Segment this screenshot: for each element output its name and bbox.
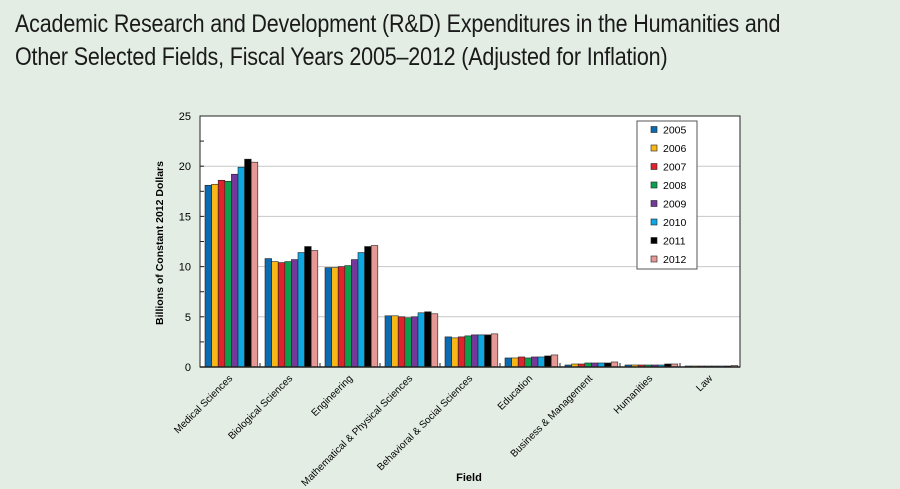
legend-swatch-2009 — [650, 200, 658, 207]
x-tick-label: Behavioral & Social Sciences — [375, 373, 475, 473]
x-tick-label: Humanities — [612, 373, 655, 416]
bar-2007-5 — [517, 356, 526, 368]
bar-2010-0 — [237, 166, 245, 368]
bar-2011-2 — [364, 246, 372, 368]
bar-2005-2 — [324, 267, 332, 368]
legend-label-2012: 2012 — [663, 254, 687, 266]
bar-2005-3 — [384, 315, 392, 368]
bar-2012-1 — [310, 250, 319, 368]
x-tick-label: Mathematical & Physical Sciences — [300, 373, 415, 488]
bar-2010-3 — [417, 312, 425, 368]
legend-label-2010: 2010 — [663, 217, 687, 229]
y-tick-label: 20 — [179, 161, 191, 173]
legend-label-2009: 2009 — [663, 199, 687, 211]
bar-2012-2 — [370, 245, 379, 368]
bar-2007-3 — [397, 316, 406, 368]
legend-box — [636, 120, 698, 270]
bar-2006-4 — [451, 337, 459, 368]
bar-2008-2 — [344, 265, 352, 368]
legend-label-2008: 2008 — [663, 180, 687, 192]
bar-2009-2 — [351, 259, 359, 368]
bar-2005-1 — [264, 258, 272, 368]
bar-2007-4 — [457, 336, 466, 368]
bar-2009-4 — [471, 334, 479, 368]
y-tick-labels: 0 5 10 15 20 25 — [179, 111, 191, 374]
legend-swatch-2011 — [650, 237, 658, 244]
x-tick-label: Law — [694, 373, 715, 394]
bar-2008-1 — [284, 261, 292, 368]
bar-2012-5 — [550, 354, 559, 368]
bar-2007-0 — [217, 179, 226, 368]
bar-2010-2 — [357, 252, 365, 368]
bar-2011-1 — [304, 246, 312, 368]
x-tick-label: Education — [496, 373, 535, 412]
axes — [199, 115, 741, 368]
bar-2011-5 — [544, 355, 552, 368]
bar-2009-5 — [531, 356, 539, 368]
x-tick-label: Engineering — [310, 373, 356, 419]
legend-swatch-2006 — [650, 144, 658, 152]
bar-2008-3 — [404, 317, 412, 368]
bar-2009-3 — [411, 316, 419, 368]
chart-title-line-1: Academic Research and Development (R&D) … — [15, 10, 781, 38]
bar-2007-1 — [277, 262, 286, 368]
bar-2008-5 — [524, 357, 532, 368]
bar-2006-3 — [391, 315, 399, 368]
y-tick-label: 0 — [185, 362, 191, 374]
legend-label-2011: 2011 — [663, 236, 686, 248]
x-axis-label: Field — [456, 472, 482, 484]
bar-2006-0 — [211, 183, 219, 368]
bar-2008-0 — [224, 180, 232, 368]
bar-2006-5 — [511, 357, 519, 368]
y-axis-label: Billions of Constant 2012 Dollars — [154, 161, 166, 325]
bar-2012-0 — [250, 161, 259, 368]
legend-label-2005: 2005 — [663, 125, 687, 137]
legend-label-2007: 2007 — [663, 162, 687, 174]
bar-2007-2 — [337, 266, 346, 368]
bar-2012-3 — [430, 313, 439, 368]
bar-2009-1 — [291, 259, 299, 368]
y-tick-label: 15 — [179, 211, 191, 223]
bar-2006-1 — [271, 261, 279, 368]
legend-swatch-2008 — [650, 181, 658, 189]
y-tick-label: 10 — [179, 262, 191, 274]
bar-2012-4 — [490, 333, 499, 368]
bar-2006-2 — [331, 267, 339, 368]
bar-2009-0 — [231, 173, 239, 368]
bar-2010-4 — [477, 334, 485, 368]
bar-2010-1 — [297, 252, 305, 368]
chart-title: Academic Research and Development (R&D) … — [15, 8, 780, 74]
bar-2005-0 — [204, 184, 212, 368]
y-tick-label: 25 — [179, 111, 191, 123]
bar-2011-0 — [244, 158, 252, 368]
legend: 2005 2006 2007 2008 2009 2010 2011 2012 — [636, 120, 698, 270]
bar-2010-5 — [537, 356, 545, 368]
bar-2005-4 — [444, 336, 452, 368]
x-tick-label: Biological Sciences — [226, 373, 295, 442]
bar-2011-3 — [424, 311, 432, 368]
legend-swatch-2007 — [650, 163, 658, 170]
legend-swatch-2012 — [650, 255, 658, 263]
y-tick-label: 5 — [185, 312, 191, 324]
legend-swatch-2005 — [650, 126, 658, 133]
legend-label-2006: 2006 — [663, 143, 687, 155]
x-tick-label: Medical Sciences — [172, 373, 235, 436]
bar-2005-5 — [504, 357, 512, 368]
bar-2011-4 — [484, 334, 492, 368]
bar-2008-4 — [464, 335, 472, 368]
legend-swatch-2010 — [650, 218, 658, 226]
bar-2012-6 — [610, 361, 619, 368]
chart-title-line-2: Other Selected Fields, Fiscal Years 2005… — [15, 43, 668, 71]
